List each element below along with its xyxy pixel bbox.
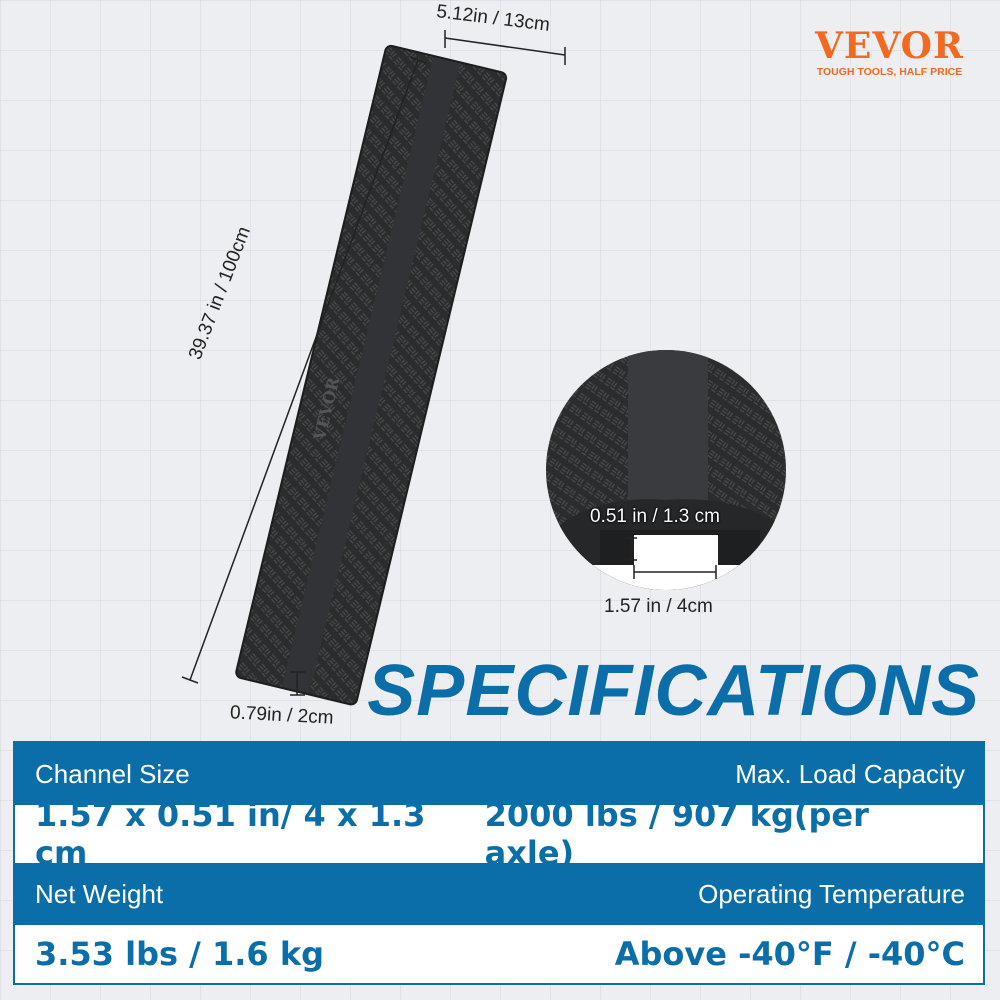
specifications-title: SPECIFICATIONS [367,651,980,731]
spec-header-row: Net Weight Operating Temperature [15,863,983,925]
logo-tagline: TOUGH TOOLS, HALF PRICE [816,66,963,78]
spec-value-row: 3.53 lbs / 1.6 kg Above -40°F / -40°C [15,925,983,983]
logo-wordmark: VEVOR [815,25,964,67]
operating-temperature-value: Above -40°F / -40°C [614,935,965,973]
spec-table: Channel Size Max. Load Capacity 1.57 x 0… [13,741,985,985]
channel-width-label: 1.57 in / 4cm [604,596,713,617]
operating-temperature-label: Operating Temperature [698,878,965,909]
channel-size-value: 1.57 x 0.51 in/ 4 x 1.3 cm [35,796,426,872]
load-capacity-value: 2000 lbs / 907 kg(per axle) [484,796,869,872]
channel-size-label: Channel Size [35,758,190,789]
dimension-lines [181,30,566,696]
cable-ramp: VEVOR [235,44,508,706]
net-weight-value: 3.53 lbs / 1.6 kg [35,935,324,973]
channel-detail-inset [546,350,786,590]
spec-value-row: 1.57 x 0.51 in/ 4 x 1.3 cm 2000 lbs / 90… [15,796,983,872]
spec-header-row: Channel Size Max. Load Capacity [15,743,983,805]
net-weight-label: Net Weight [35,878,164,909]
brand-logo: VEVOR TOUGH TOOLS, HALF PRICE [815,28,964,78]
channel-height-label: 0.51 in / 1.3 cm [590,506,720,527]
load-capacity-label: Max. Load Capacity [735,758,965,789]
